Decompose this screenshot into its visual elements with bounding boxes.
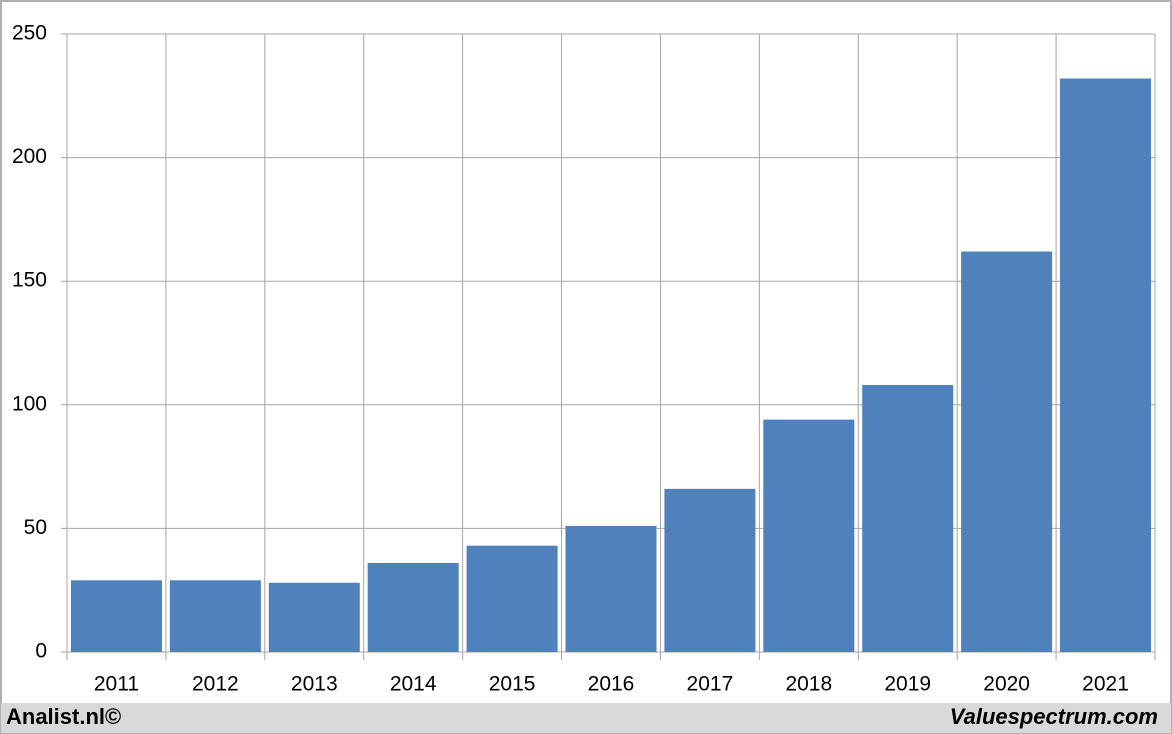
x-tick-label: 2019: [884, 673, 931, 696]
bar: [169, 580, 261, 652]
y-tick-label: 150: [12, 269, 47, 292]
x-tick-label: 2016: [588, 673, 635, 696]
bar: [862, 385, 954, 652]
x-tick-label: 2017: [687, 673, 734, 696]
x-tick-label: 2012: [192, 673, 239, 696]
bar: [565, 525, 657, 652]
y-tick-label: 200: [12, 145, 47, 168]
bar: [367, 563, 459, 652]
bar: [664, 488, 756, 652]
footer-band: [1, 703, 1171, 733]
y-tick-label: 0: [35, 640, 47, 663]
x-tick-label: 2021: [1082, 673, 1129, 696]
x-tick-label: 2015: [489, 673, 536, 696]
x-tick-label: 2011: [94, 673, 139, 696]
y-tick-label: 100: [12, 392, 47, 415]
x-tick-label: 2020: [983, 673, 1030, 696]
source-left: Analist.nl©: [6, 704, 121, 729]
y-tick-label: 250: [12, 22, 47, 45]
bar: [466, 545, 558, 652]
x-tick-label: 2013: [291, 673, 338, 696]
bar: [268, 582, 360, 652]
bar: [763, 419, 855, 652]
y-tick-label: 50: [24, 516, 47, 539]
bar: [961, 251, 1053, 652]
source-right: Valuespectrum.com: [950, 704, 1158, 729]
bar: [70, 580, 162, 652]
x-tick-label: 2018: [785, 673, 832, 696]
x-tick-label: 2014: [390, 673, 437, 696]
bar: [1060, 78, 1152, 653]
